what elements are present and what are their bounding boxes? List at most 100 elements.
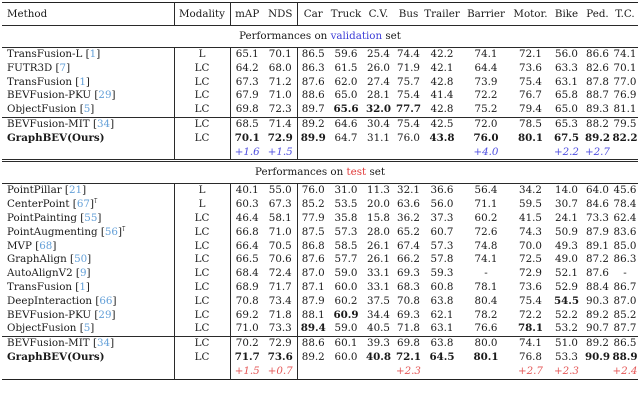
value-cell: 58.1 [268, 211, 292, 224]
band-text-post: set [382, 30, 401, 42]
value-cell: 40.5 [367, 322, 390, 335]
value-cell: 64.6 [329, 116, 363, 132]
citation-link[interactable]: 5 [83, 103, 91, 116]
method-name: TransFusion [7, 75, 73, 88]
value-cell: 65.0 [555, 103, 578, 116]
value-cell: 57.3 [430, 239, 454, 252]
value-cell: 65.1 [229, 47, 264, 62]
improvement-cell [296, 364, 329, 380]
table-row: CenterPoint [67]† L 60.3 67.3 85.2 53.5 20.0 63… [2, 198, 638, 212]
citation-link[interactable]: 5 [83, 322, 91, 335]
value-cell: 60.8 [430, 280, 454, 293]
value-cell: 68.9 [229, 280, 264, 295]
value-cell: 86.3 [296, 61, 329, 76]
modality-cell: LC [173, 61, 230, 76]
value-cell: 81.1 [613, 103, 637, 116]
value-cell: 60.0 [334, 280, 358, 293]
value-cell: 62.1 [430, 308, 454, 321]
value-cell: 86.5 [612, 336, 638, 351]
citation-link[interactable]: 34 [96, 117, 111, 130]
citation-link[interactable]: 7 [59, 61, 67, 74]
value-cell: 50.9 [555, 225, 578, 238]
value-cell: 36.2 [397, 211, 420, 224]
value-cell: 78.4 [613, 198, 637, 211]
citation-link[interactable]: 29 [98, 89, 112, 102]
column-header-modality: Modality [173, 2, 230, 26]
value-cell: 76.0 [296, 183, 329, 199]
citation-link[interactable]: 68 [39, 239, 53, 252]
citation-link[interactable]: 56 [104, 225, 118, 238]
modality-cell: LC [173, 322, 230, 337]
table-body: Performances on validation set TransFusio… [2, 25, 638, 380]
value-cell: 63.1 [430, 322, 454, 335]
improvement-cell: +2.4 [612, 364, 638, 377]
value-cell: 62.0 [334, 75, 358, 88]
value-cell: 41.5 [519, 211, 542, 224]
citation-link[interactable]: 67 [76, 198, 90, 211]
column-header-truck: Truck [330, 8, 362, 20]
column-header-cv: C.V. [368, 8, 389, 20]
improvement-cell: +4.0 [473, 145, 499, 158]
modality-cell: LC [173, 253, 230, 268]
citation-link[interactable]: 55 [84, 211, 98, 224]
method-cell: PointPillar [21] [7, 184, 87, 197]
value-cell: 85.2 [296, 198, 329, 212]
method-cell: GraphAlign [50] [7, 253, 92, 266]
value-cell: 72.4 [268, 267, 292, 280]
value-cell: 76.0 [473, 131, 499, 144]
citation-link[interactable]: 9 [79, 267, 87, 280]
citation-link[interactable]: 21 [68, 184, 83, 197]
value-cell: 49.0 [555, 253, 578, 266]
citation-link[interactable]: 1 [79, 280, 86, 293]
value-cell: 83.6 [613, 225, 637, 238]
modality-cell: LC [173, 75, 230, 90]
table-row: ObjectFusion [5] LC 71.0 73.3 89.4 59.0 40.5 71… [2, 322, 638, 337]
modality-cell: LC [173, 267, 230, 281]
value-cell: 26.0 [367, 61, 390, 74]
value-cell: 72.1 [395, 350, 422, 363]
empty-method-cell [2, 365, 174, 379]
value-cell: 88.9 [612, 350, 638, 363]
citation-link[interactable]: 34 [96, 337, 111, 350]
method-name: BEVFusion-MIT [7, 337, 90, 350]
citation-link[interactable]: 29 [98, 308, 112, 321]
modality-cell: LC [173, 116, 230, 132]
citation-link[interactable]: 50 [74, 253, 88, 266]
improvement-cell [363, 146, 394, 161]
improvement-cell: +2.2 [553, 145, 579, 158]
value-cell: 63.3 [555, 61, 578, 74]
value-cell: 42.5 [423, 116, 461, 132]
citation-link[interactable]: 66 [99, 294, 113, 307]
value-cell: 72.0 [461, 116, 511, 132]
value-cell: 67.3 [229, 75, 264, 90]
improvement-cell [511, 146, 550, 161]
improvement-cell [394, 146, 423, 161]
value-cell: 34.4 [367, 308, 390, 321]
improvement-cell: +1.5 [267, 145, 293, 158]
value-cell: 87.6 [296, 75, 329, 90]
value-cell: 73.4 [268, 294, 292, 307]
value-cell: 68.5 [229, 116, 264, 132]
value-cell: 33.1 [367, 280, 390, 293]
improvement-cell [583, 365, 612, 379]
value-cell: 70.6 [268, 253, 292, 266]
improvement-cell: +2.3 [553, 364, 579, 377]
value-cell: 72.3 [268, 103, 292, 116]
value-cell: 89.2 [296, 116, 329, 132]
citation-link[interactable]: 1 [79, 75, 86, 88]
method-cell: BEVFusion-MIT [34] [2, 336, 174, 351]
value-cell: 75.4 [397, 89, 420, 102]
value-cell: 39.3 [363, 336, 394, 351]
value-cell: 65.8 [555, 89, 578, 102]
method-name: PointPainting [7, 211, 77, 224]
table-row: PointPainting [55] LC 46.4 58.1 77.9 35.8 15.8… [2, 211, 638, 226]
column-header-tc: T.C. [615, 8, 635, 20]
value-cell: 87.6 [586, 267, 609, 280]
citation-link[interactable]: 1 [89, 48, 97, 60]
table-row: GraphAlign [50] LC 66.5 70.6 87.6 57.7 26.1 66.… [2, 253, 638, 268]
method-name: FUTR3D [7, 61, 53, 74]
value-cell: 70.1 [229, 131, 264, 146]
band-text-pre: Performances on [255, 166, 347, 179]
band-keyword-validation: validation [330, 30, 383, 42]
value-cell: 58.5 [334, 239, 358, 252]
